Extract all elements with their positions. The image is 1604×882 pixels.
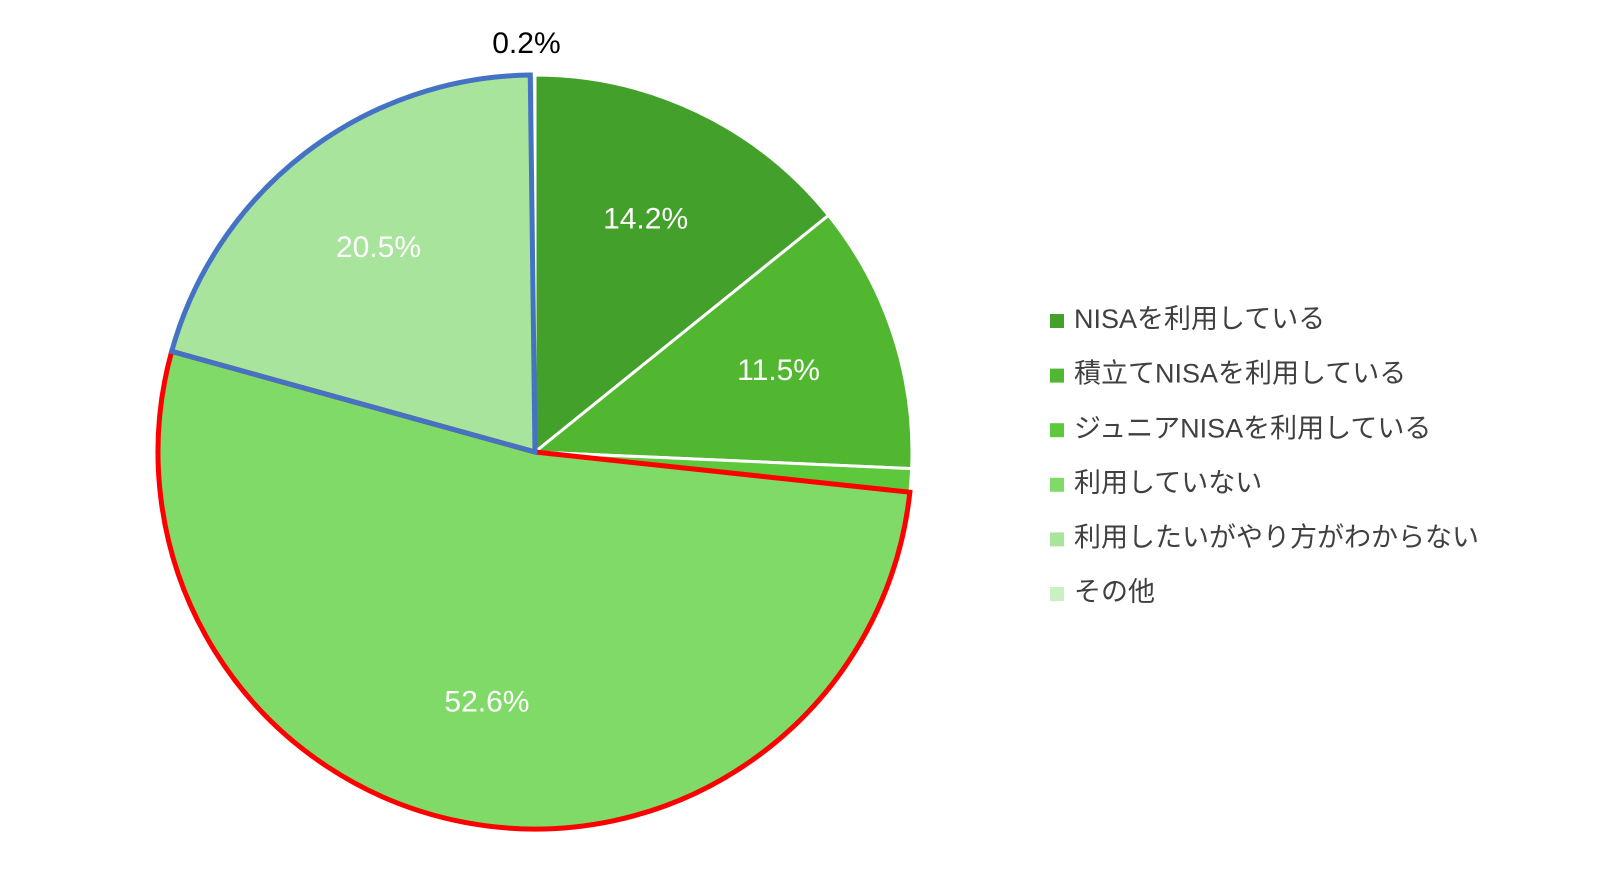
legend-label: ジュニアNISAを利用している <box>1074 413 1431 443</box>
legend-swatch <box>1050 477 1064 492</box>
legend-label: 利用していない <box>1074 468 1262 498</box>
pie-slice <box>533 73 831 456</box>
data-label: 52.6% <box>444 686 529 719</box>
legend-label: その他 <box>1074 577 1155 607</box>
legend-swatch <box>1050 587 1064 601</box>
legend-swatch <box>1050 314 1064 328</box>
pie-slice <box>530 213 914 471</box>
legend-label: 積立てNISAを利用している <box>1074 359 1406 389</box>
data-label: 11.5% <box>737 354 820 387</box>
legend-label: 利用したいがやり方がわからない <box>1074 523 1479 553</box>
legend-swatch <box>1050 423 1064 438</box>
data-label: 20.5% <box>336 231 421 264</box>
data-label: 0.2% <box>492 27 560 60</box>
legend-swatch <box>1050 532 1064 547</box>
legend-swatch <box>1050 368 1064 383</box>
legend-label: NISAを利用している <box>1074 304 1325 334</box>
slice-outline <box>168 72 538 456</box>
data-label: 14.2% <box>603 203 688 236</box>
slice-outline <box>155 348 913 832</box>
